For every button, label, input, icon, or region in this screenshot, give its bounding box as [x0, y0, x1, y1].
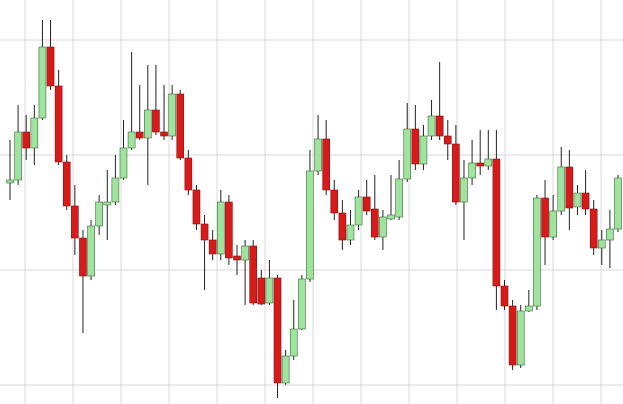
- candle-body: [306, 170, 314, 280]
- candle-body: [160, 131, 168, 137]
- candle-body: [144, 109, 152, 139]
- candle-body: [508, 305, 517, 366]
- candle-body: [54, 85, 63, 163]
- candle-body: [216, 201, 225, 255]
- candle-body: [200, 223, 209, 241]
- candle-body: [330, 189, 339, 214]
- candle-body: [468, 162, 476, 179]
- candle-body: [249, 245, 257, 304]
- candle-body: [314, 138, 322, 172]
- candle-body: [573, 192, 582, 208]
- candle-body: [176, 93, 185, 159]
- candle-body: [95, 201, 103, 227]
- candle-body: [492, 158, 501, 287]
- candle-body: [606, 228, 614, 241]
- candle-body: [79, 237, 87, 277]
- candle-body: [14, 131, 22, 181]
- candle-body: [111, 177, 120, 203]
- candle-body: [184, 157, 193, 191]
- candle-body: [103, 201, 112, 206]
- candle-body: [370, 208, 379, 238]
- candle-body: [233, 255, 241, 261]
- candle-body: [516, 310, 525, 366]
- candle-body: [387, 214, 395, 220]
- candle-body: [346, 224, 355, 241]
- candle-body: [273, 277, 282, 384]
- candle-body: [452, 143, 460, 203]
- candle-body: [119, 147, 128, 179]
- candle-body: [152, 109, 160, 133]
- candle-body: [557, 166, 566, 212]
- candle-body: [362, 196, 371, 212]
- candle-body: [338, 212, 347, 241]
- candle-body: [589, 208, 598, 249]
- candle-body: [38, 46, 47, 119]
- candle-body: [354, 196, 363, 226]
- candle-body: [87, 225, 95, 277]
- candle-body: [281, 355, 290, 384]
- candle-body: [257, 277, 266, 305]
- candle-body: [265, 277, 274, 304]
- candle-body: [565, 166, 574, 209]
- candle-body: [500, 285, 509, 307]
- candle-body: [403, 128, 412, 180]
- candle-body: [476, 162, 484, 167]
- candle-body: [533, 197, 541, 307]
- candle-body: [127, 131, 136, 149]
- candle-body: [484, 158, 493, 167]
- candle-body: [614, 177, 622, 230]
- candle-body: [298, 278, 306, 330]
- candle-body: [168, 93, 176, 137]
- candle-body: [71, 205, 79, 239]
- candle-body: [443, 135, 452, 145]
- candle-body: [460, 177, 468, 203]
- candle-body: [62, 161, 71, 207]
- candle-body: [208, 239, 217, 255]
- candle-body: [525, 305, 533, 312]
- candle-body: [549, 210, 557, 238]
- candle-body: [541, 197, 549, 238]
- candle-body: [427, 115, 436, 137]
- candle-body: [135, 131, 144, 139]
- candle-body: [30, 117, 39, 149]
- candle-body: [241, 245, 249, 261]
- candle-body: [225, 201, 233, 259]
- candle-body: [411, 128, 420, 165]
- candle-body: [289, 328, 298, 357]
- candle-body: [435, 115, 444, 137]
- candle-body: [22, 131, 31, 149]
- candle-body: [46, 46, 55, 87]
- candle-body: [379, 216, 387, 238]
- candle-body: [581, 192, 590, 210]
- candle-body: [192, 189, 201, 225]
- candle-body: [419, 135, 428, 165]
- candle-body: [597, 239, 606, 249]
- candle-body: [395, 178, 403, 218]
- candle-body: [322, 138, 330, 191]
- candle-body: [6, 179, 14, 184]
